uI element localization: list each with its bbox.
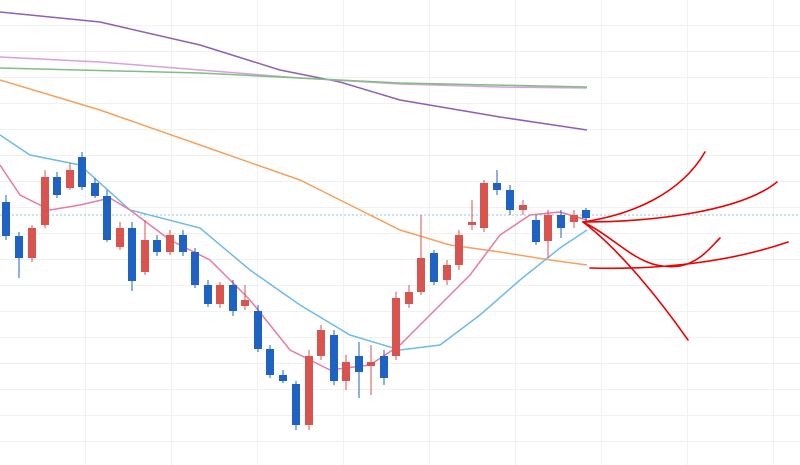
candle-body [443, 265, 451, 280]
candle-body [116, 228, 124, 247]
candle-body [66, 170, 74, 188]
ma-line [0, 79, 588, 266]
candle-body [468, 222, 476, 225]
candle-body [15, 236, 23, 258]
candle-body [330, 335, 338, 381]
candle-body [216, 285, 224, 304]
candle-body [417, 258, 425, 292]
candle-body [141, 240, 149, 272]
candle-body [430, 253, 438, 282]
candle-body [342, 362, 350, 381]
candle-body [153, 240, 161, 252]
candle-body [191, 252, 199, 285]
candle-body [78, 157, 86, 187]
hand-line [582, 221, 689, 341]
candle-body [455, 235, 463, 265]
ma-line [0, 11, 588, 131]
candle-body [166, 235, 174, 252]
candle-body [405, 292, 413, 304]
candle-body [91, 183, 99, 196]
candle-body [392, 298, 400, 356]
candle-body [367, 362, 375, 366]
candle-body [292, 384, 300, 425]
hand-line [589, 241, 789, 270]
ma-line [0, 164, 588, 371]
candle-body [519, 205, 527, 210]
candle-body [103, 196, 111, 240]
candle-body [266, 349, 274, 375]
candle-body [305, 356, 313, 425]
candle-body [241, 300, 249, 306]
candle-body [229, 285, 237, 311]
candle-body [355, 356, 363, 372]
candle-body [41, 177, 49, 225]
candle-body [557, 215, 565, 228]
candle-body [254, 311, 262, 349]
candle-body [506, 190, 514, 210]
candle-body [544, 215, 552, 241]
hand-line [582, 151, 706, 223]
candle-body [532, 220, 540, 242]
candle-body [493, 183, 501, 190]
hand-line [582, 221, 721, 268]
ma-line [0, 134, 588, 351]
candle-body [279, 375, 287, 381]
hand-drawing [582, 151, 789, 341]
candle-body [2, 202, 10, 236]
candle-body [317, 330, 325, 356]
hand-line [582, 181, 778, 223]
candle-body [380, 356, 388, 378]
candle-body [204, 285, 212, 304]
candle-body [480, 183, 488, 228]
candle-body [53, 177, 61, 195]
marks [0, 11, 800, 430]
ma-line [0, 67, 588, 88]
candle-body [179, 235, 187, 252]
candle-body [28, 228, 36, 258]
candle-body [582, 210, 590, 218]
candle-body [128, 228, 136, 281]
candle-body [570, 215, 578, 222]
